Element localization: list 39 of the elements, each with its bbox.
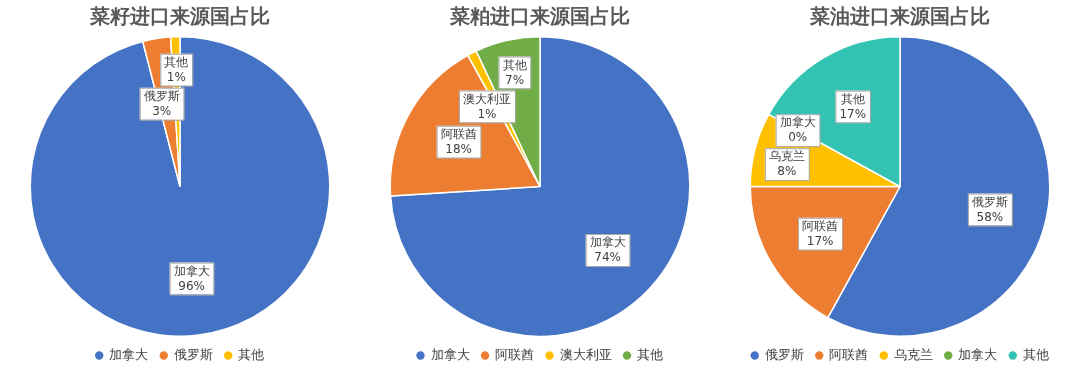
data-label: 1% bbox=[166, 69, 186, 84]
chart-title: 菜粕进口来源国占比 bbox=[449, 4, 630, 29]
chart-title: 菜油进口来源国占比 bbox=[809, 4, 990, 29]
legend-label: 其他 bbox=[238, 346, 265, 362]
slice-label: 乌克兰 bbox=[768, 149, 805, 164]
slice-label: 俄罗斯 bbox=[143, 88, 180, 103]
legend-label: 阿联酋 bbox=[495, 346, 534, 362]
legend-label: 其他 bbox=[637, 346, 663, 362]
data-label: 8% bbox=[777, 164, 797, 179]
slice-label: 阿联酋 bbox=[440, 126, 477, 141]
data-label: 58% bbox=[976, 209, 1004, 224]
slice-label: 俄罗斯 bbox=[971, 194, 1008, 209]
slice-label: 澳大利亚 bbox=[462, 91, 511, 106]
data-label: 18% bbox=[445, 141, 472, 156]
data-label: 74% bbox=[594, 250, 622, 265]
chart-title: 菜籽进口来源国占比 bbox=[89, 4, 270, 29]
data-label: 96% bbox=[178, 278, 205, 293]
text: 0% bbox=[788, 130, 808, 145]
data-label: 1% bbox=[477, 106, 497, 121]
legend-label: 乌克兰 bbox=[893, 346, 933, 362]
legend-label: 加拿大 bbox=[958, 346, 998, 362]
data-label: 7% bbox=[505, 72, 525, 87]
data-label: 17% bbox=[806, 233, 834, 248]
legend-label: 加拿大 bbox=[430, 346, 470, 362]
data-label: 17% bbox=[839, 106, 867, 121]
legend-label: 加拿大 bbox=[109, 346, 149, 362]
legend-label: 其他 bbox=[1022, 346, 1049, 362]
slice-label: 加拿大 bbox=[173, 263, 210, 278]
category-label: 加拿大 bbox=[779, 115, 816, 130]
slice-label: 其他 bbox=[502, 57, 527, 72]
legend-label: 俄罗斯 bbox=[764, 346, 804, 362]
legend-label: 俄罗斯 bbox=[173, 346, 213, 362]
slice-label: 其他 bbox=[164, 54, 189, 69]
legend-label: 阿联酋 bbox=[829, 346, 869, 362]
legend-label: 澳大利亚 bbox=[559, 346, 612, 362]
slice-label: 阿联酋 bbox=[802, 218, 839, 233]
slice-label: 其他 bbox=[840, 91, 865, 106]
data-label: 3% bbox=[152, 103, 172, 118]
slice-label: 加拿大 bbox=[589, 235, 626, 250]
